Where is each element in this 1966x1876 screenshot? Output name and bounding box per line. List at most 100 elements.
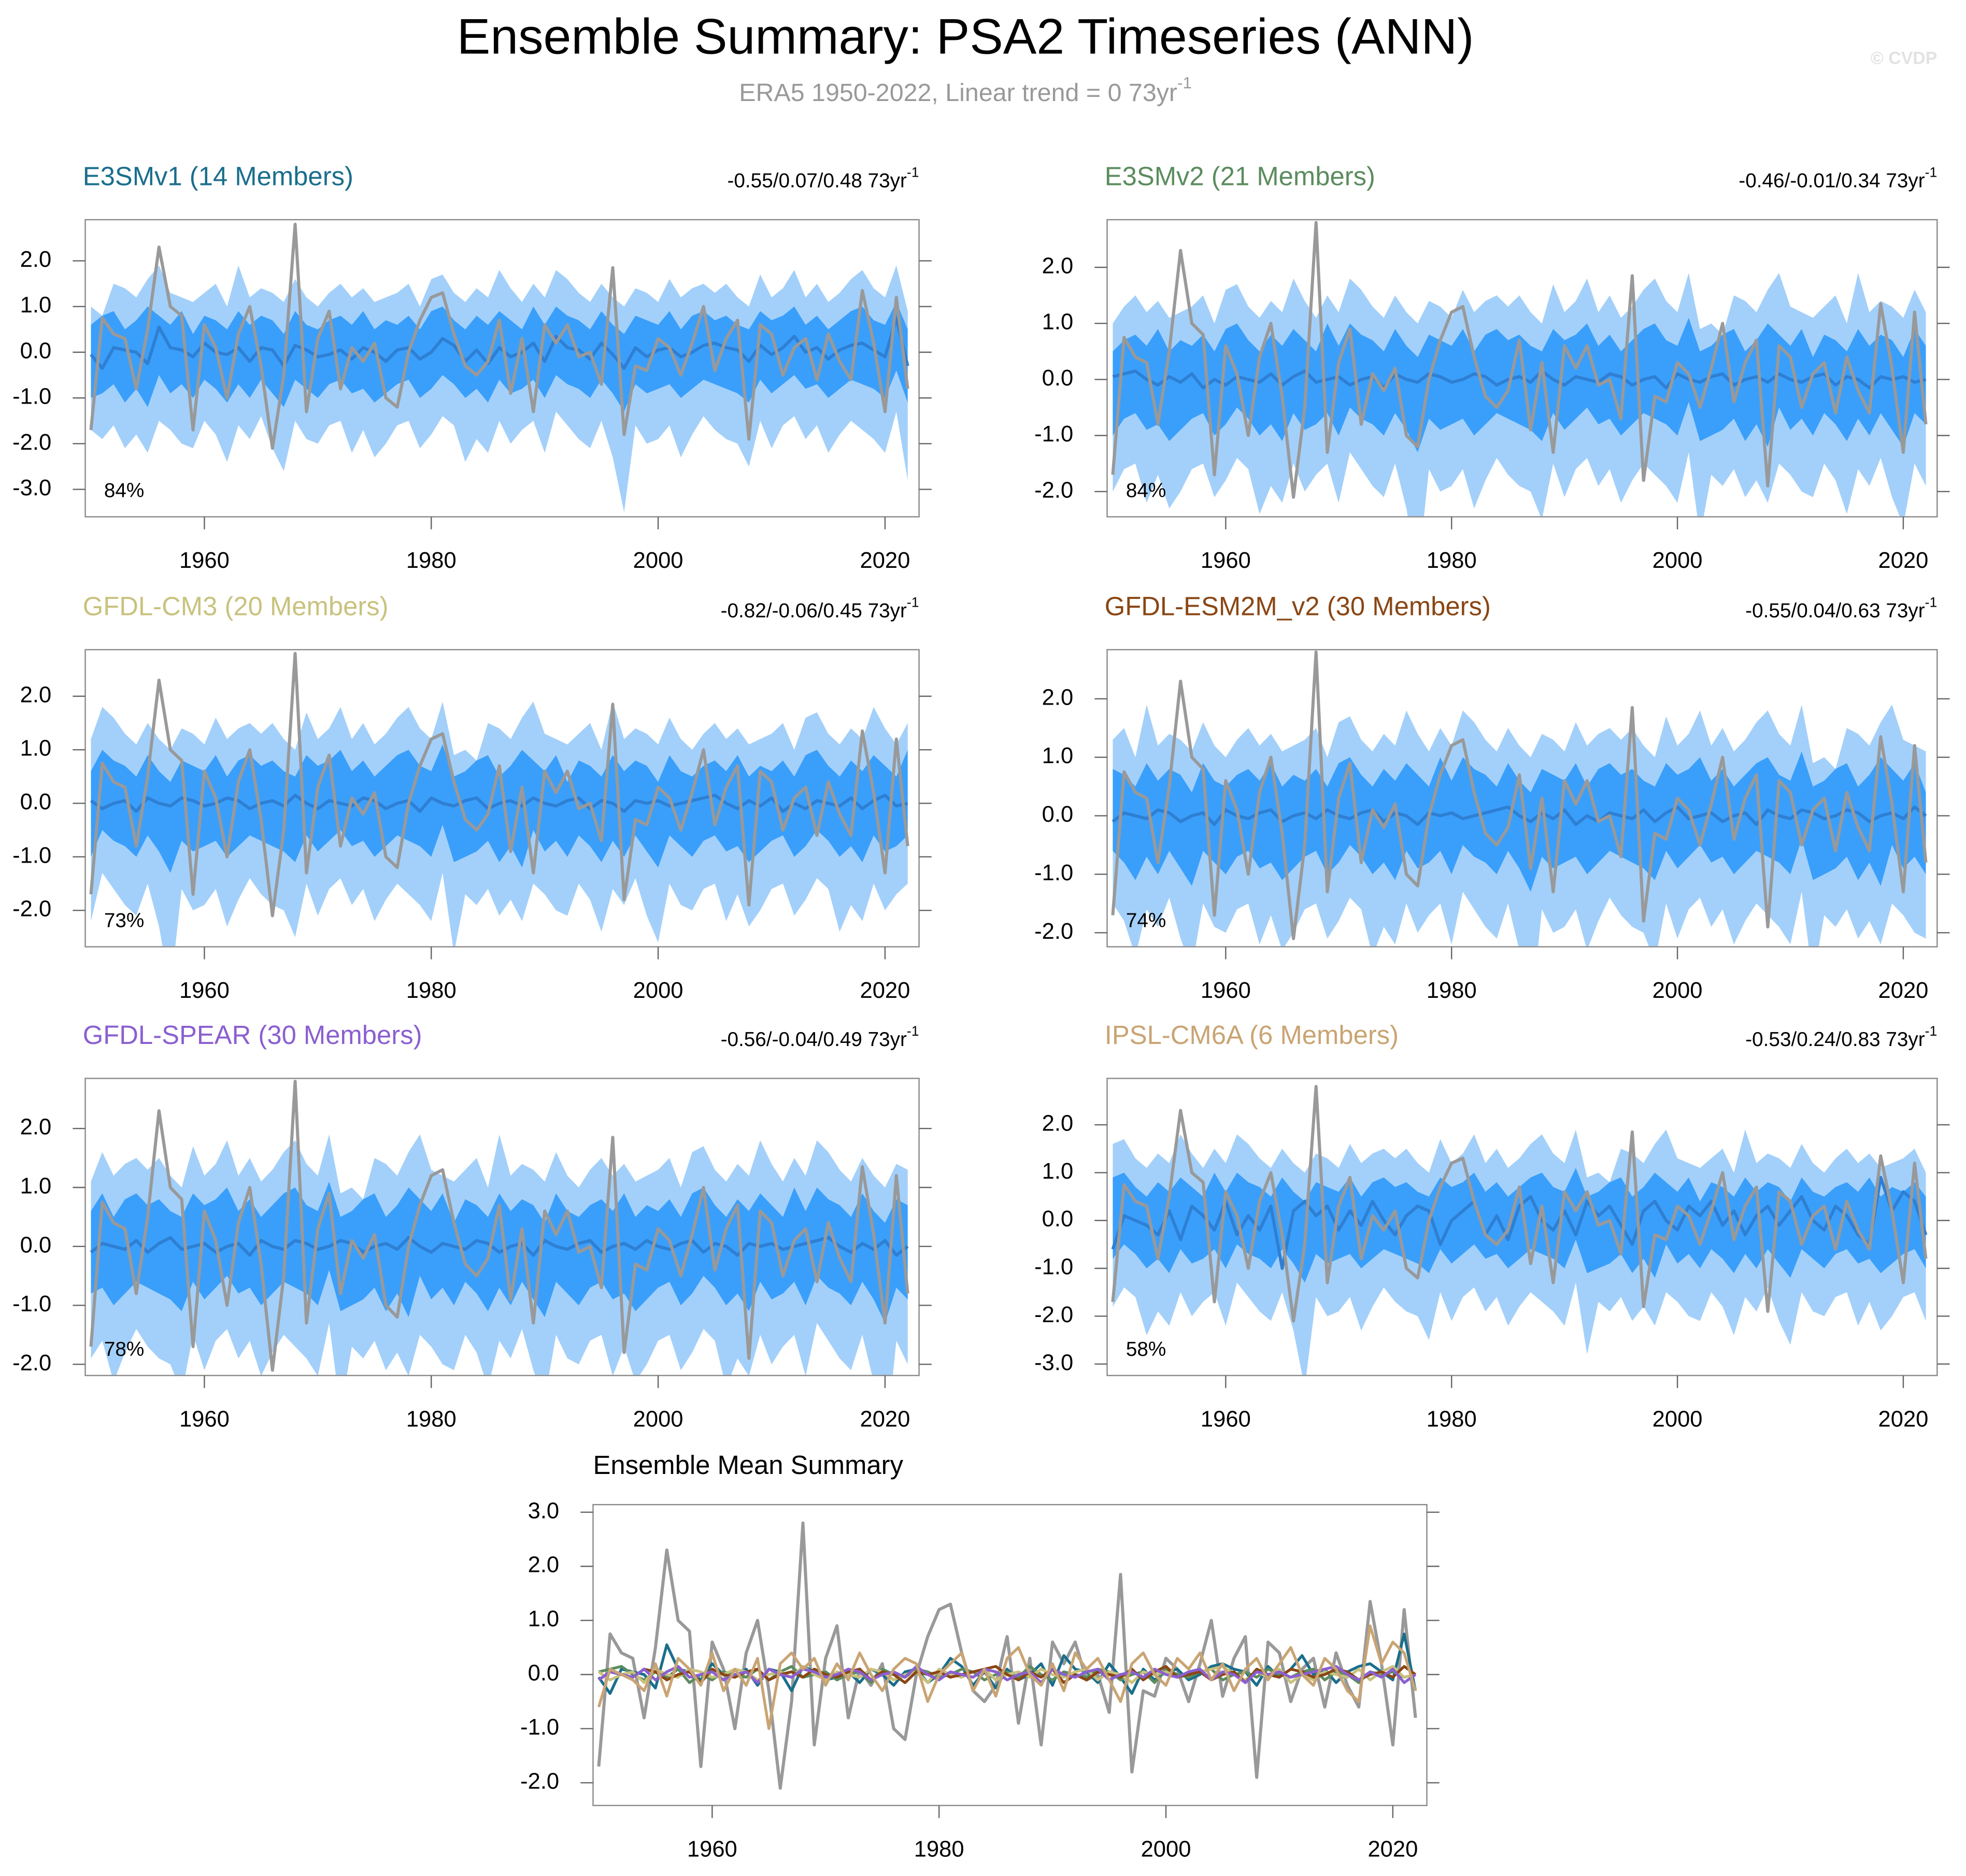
trend-text: -0.53/0.24/0.83 73yr <box>1745 1028 1925 1051</box>
x-tick-label: 2020 <box>860 548 910 573</box>
y-tick-label: -2.0 <box>12 1351 51 1376</box>
y-tick-label: 0.0 <box>528 1661 560 1686</box>
y-tick-label: -2.0 <box>12 430 51 455</box>
trend-superscript: -1 <box>1925 165 1937 180</box>
ensemble-mean-line <box>1112 369 1927 390</box>
plot-area <box>89 1080 909 1376</box>
plot-area <box>1111 650 1928 947</box>
y-tick-label: 0.0 <box>20 338 52 363</box>
trend-label: -0.55/0.04/0.63 73yr-1 <box>1745 594 1937 622</box>
y-tick-label: 0.0 <box>20 1233 52 1257</box>
percent-label: 74% <box>1126 909 1166 932</box>
y-tick-label: 0.0 <box>20 790 52 814</box>
x-tick-label: 1960 <box>1201 978 1251 1003</box>
x-tick-label: 1960 <box>1201 1407 1251 1432</box>
y-tick-label: -1.0 <box>1034 422 1073 447</box>
x-tick-label: 1980 <box>1427 978 1477 1003</box>
x-tick-label: 2000 <box>1652 978 1703 1003</box>
x-tick-label: 1980 <box>406 548 457 573</box>
trend-label: -0.53/0.24/0.83 73yr-1 <box>1745 1023 1937 1051</box>
x-tick-label: 2000 <box>633 1407 683 1432</box>
observed-line <box>89 1080 909 1372</box>
percent-label: 73% <box>104 909 144 932</box>
x-tick-label: 2000 <box>633 548 683 573</box>
observed-line <box>597 1521 1417 1790</box>
x-tick-label: 2020 <box>860 1407 910 1432</box>
x-tick-label: 2020 <box>1878 978 1929 1003</box>
panel-title: E3SMv1 (14 Members) <box>83 162 353 191</box>
y-tick-label: -1.0 <box>520 1715 559 1740</box>
observed-line <box>1111 221 1928 499</box>
panel-title: GFDL-SPEAR (30 Members) <box>83 1020 422 1050</box>
percent-label: 84% <box>1126 479 1166 502</box>
y-tick-label: 2.0 <box>1042 1111 1074 1136</box>
trend-superscript: -1 <box>1925 1023 1937 1039</box>
y-tick-label: -1.0 <box>12 1292 51 1316</box>
plot-frame <box>1106 1078 1938 1377</box>
x-tick-label: 1980 <box>406 978 457 1003</box>
y-tick-label: 2.0 <box>1042 254 1074 279</box>
plot-frame <box>84 1078 920 1377</box>
trend-text: -0.55/0.04/0.63 73yr <box>1745 600 1925 622</box>
summary-mean-line <box>597 1665 1417 1684</box>
y-tick-label: -1.0 <box>1034 861 1073 885</box>
y-tick-label: 2.0 <box>528 1553 560 1578</box>
x-tick-label: 1980 <box>1427 1407 1477 1432</box>
summary-title: Ensemble Mean Summary <box>593 1450 903 1480</box>
dark-band <box>1113 318 1926 453</box>
trend-superscript: -1 <box>907 1023 919 1039</box>
watermark: © CVDP <box>1871 48 1937 68</box>
y-tick-label: -1.0 <box>1034 1255 1073 1280</box>
plot-area <box>1111 221 1928 517</box>
figure-title: Ensemble Summary: PSA2 Timeseries (ANN) <box>457 8 1474 65</box>
x-tick-label: 1980 <box>406 1407 457 1432</box>
summary-mean-line <box>597 1665 1417 1684</box>
subtitle-superscript: -1 <box>1177 74 1192 92</box>
y-tick-label: 2.0 <box>20 1115 52 1140</box>
plot-area <box>89 222 909 512</box>
y-tick-label: 1.0 <box>1042 1159 1074 1184</box>
y-tick-label: 1.0 <box>20 736 52 761</box>
dark-band <box>1113 1168 1926 1283</box>
x-tick-label: 1960 <box>687 1837 737 1862</box>
x-tick-label: 1980 <box>1427 548 1477 573</box>
observed-line <box>1111 1085 1928 1323</box>
y-tick-label: 1.0 <box>20 1173 52 1198</box>
y-tick-label: 2.0 <box>1042 685 1074 710</box>
y-tick-label: -1.0 <box>12 384 51 409</box>
x-tick-label: 1980 <box>914 1837 964 1862</box>
x-tick-label: 2020 <box>860 978 910 1003</box>
trend-text: -0.82/-0.06/0.45 73yr <box>721 600 907 622</box>
trend-label: -0.46/-0.01/0.34 73yr-1 <box>1739 165 1937 192</box>
y-tick-label: -2.0 <box>520 1769 559 1794</box>
y-tick-label: 1.0 <box>1042 310 1074 335</box>
ensemble-mean-line <box>90 316 909 370</box>
percent-label: 84% <box>104 479 144 502</box>
trend-label: -0.55/0.07/0.48 73yr-1 <box>728 165 919 192</box>
x-tick-label: 2020 <box>1878 1407 1929 1432</box>
plot-area <box>1111 1085 1928 1376</box>
percent-label: 58% <box>1126 1338 1166 1361</box>
panel-title: IPSL-CM6A (6 Members) <box>1105 1020 1399 1050</box>
trend-superscript: -1 <box>907 594 919 610</box>
plot-frame <box>1106 219 1938 518</box>
y-tick-label: -3.0 <box>12 476 51 500</box>
x-tick-label: 2020 <box>1367 1837 1418 1862</box>
y-tick-label: 1.0 <box>1042 743 1074 768</box>
trend-superscript: -1 <box>907 165 919 180</box>
y-tick-label: 2.0 <box>20 682 52 707</box>
observed-line <box>89 222 909 450</box>
dark-band <box>91 744 908 873</box>
trend-text: -0.55/0.07/0.48 73yr <box>728 170 907 192</box>
y-tick-label: -2.0 <box>12 897 51 922</box>
y-tick-label: 2.0 <box>20 247 52 272</box>
ensemble-mean-line <box>90 793 908 813</box>
dark-band <box>1113 751 1926 892</box>
trend-superscript: -1 <box>1925 594 1937 610</box>
dark-band <box>91 302 908 412</box>
ensemble-mean-line <box>1112 805 1927 826</box>
x-tick-label: 2020 <box>1878 548 1929 573</box>
x-tick-label: 2000 <box>1652 548 1703 573</box>
